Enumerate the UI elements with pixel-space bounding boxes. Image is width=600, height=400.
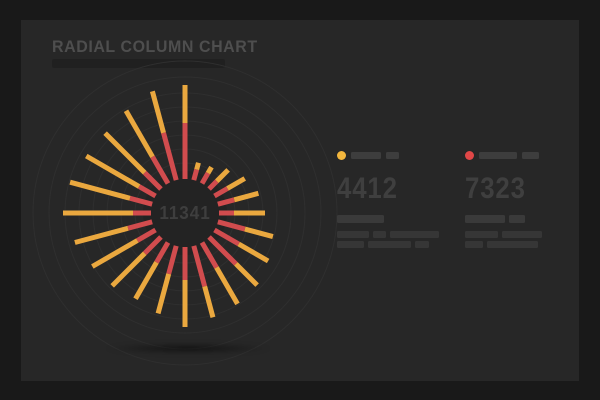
page-title: RADIAL COLUMN CHART xyxy=(52,37,258,56)
placeholder-bar xyxy=(373,231,386,238)
placeholder-text-block xyxy=(337,215,452,248)
placeholder-bar xyxy=(479,152,517,159)
legend-label-bars xyxy=(479,152,539,159)
placeholder-bar xyxy=(386,152,399,159)
placeholder-bar xyxy=(337,231,369,238)
placeholder-text-block xyxy=(465,215,580,248)
placeholder-bar xyxy=(502,231,542,238)
placeholder-bar-row xyxy=(337,231,452,238)
legend-row xyxy=(465,151,580,160)
placeholder-bar xyxy=(465,241,483,248)
stat-column-yellow: 4412 xyxy=(337,151,452,248)
placeholder-bar xyxy=(487,241,538,248)
infographic-panel: RADIAL COLUMN CHART 11341 4412 7323 xyxy=(21,20,579,381)
placeholder-bar xyxy=(351,152,381,159)
placeholder-bar xyxy=(509,215,525,223)
placeholder-bar-row xyxy=(465,215,580,223)
red-legend-dot-icon xyxy=(465,151,474,160)
chart-drop-shadow xyxy=(105,343,271,354)
placeholder-bar-row xyxy=(465,231,580,238)
placeholder-bar xyxy=(337,241,364,248)
legend-label-bars xyxy=(351,152,399,159)
placeholder-bar xyxy=(465,231,498,238)
placeholder-bar-row xyxy=(337,241,452,248)
placeholder-bar-row xyxy=(337,215,452,223)
placeholder-bar xyxy=(390,231,439,238)
placeholder-bar xyxy=(368,241,411,248)
stat-value-red: 7323 xyxy=(465,172,526,205)
yellow-legend-dot-icon xyxy=(337,151,346,160)
stat-column-red: 7323 xyxy=(465,151,580,248)
title-underline-bar xyxy=(52,59,225,68)
legend-row xyxy=(337,151,452,160)
placeholder-bar-row xyxy=(465,241,580,248)
placeholder-bar xyxy=(522,152,539,159)
placeholder-bar xyxy=(337,215,384,223)
chart-center-value: 11341 xyxy=(159,203,211,223)
stat-value-yellow: 4412 xyxy=(337,172,398,205)
placeholder-bar xyxy=(465,215,505,223)
placeholder-bar xyxy=(415,241,429,248)
